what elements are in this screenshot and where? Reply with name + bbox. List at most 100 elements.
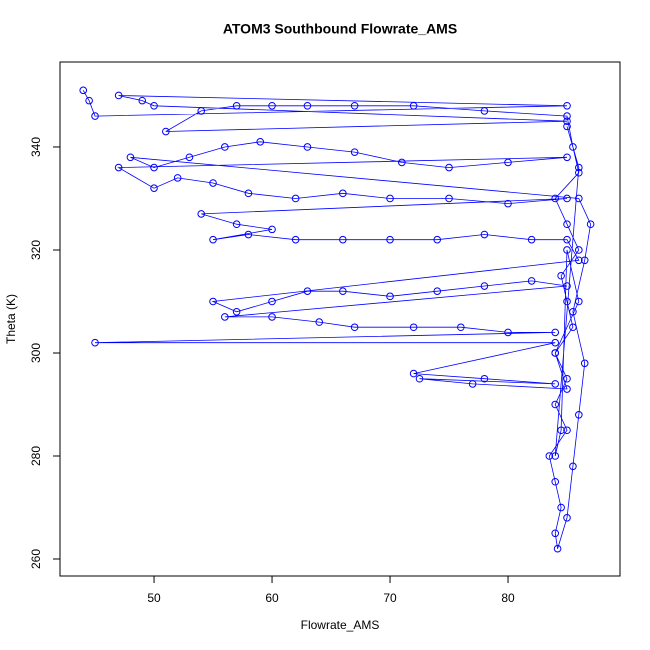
data-point (114, 91, 123, 100)
data-point (386, 194, 394, 203)
data-point (551, 338, 560, 347)
data-point (350, 101, 359, 110)
data-point (575, 297, 583, 306)
data-point (232, 101, 241, 110)
data-point (303, 101, 312, 110)
data-point (551, 349, 560, 357)
data-point (173, 174, 182, 182)
data-point (563, 374, 571, 383)
data-point (268, 101, 276, 110)
data-point (79, 86, 88, 95)
data-point (480, 230, 489, 239)
data-point (575, 410, 583, 419)
data-point (138, 96, 147, 105)
data-point (527, 235, 536, 244)
data-point (398, 158, 406, 167)
data-point (150, 101, 158, 110)
data-point (268, 313, 276, 321)
data-point (557, 426, 565, 435)
y-tick-label: 260 (29, 549, 43, 569)
data-point (445, 194, 453, 203)
data-point (91, 112, 99, 120)
data-point (209, 297, 217, 306)
data-point (339, 189, 347, 198)
data-point (268, 225, 276, 234)
data-point (209, 179, 217, 187)
data-point (445, 163, 453, 172)
data-point (185, 153, 194, 162)
data-point (433, 235, 442, 244)
data-point (575, 194, 583, 203)
data-point (563, 246, 571, 254)
data-point (551, 452, 560, 460)
chart-title: ATOM3 Southbound Flowrate_AMS (223, 21, 457, 37)
data-point (91, 338, 99, 347)
data-point (569, 143, 577, 151)
data-point (575, 246, 583, 254)
data-point (551, 380, 560, 388)
x-tick-label: 80 (501, 591, 515, 605)
data-point (468, 380, 477, 388)
data-point (221, 313, 229, 321)
data-point (303, 287, 312, 295)
data-point (244, 189, 253, 198)
data-point (551, 529, 560, 538)
data-point (409, 323, 418, 332)
data-point (563, 297, 571, 306)
data-point (457, 323, 465, 332)
data-point (551, 194, 560, 203)
data-point (563, 101, 571, 110)
data-point (114, 163, 123, 172)
y-tick-label: 280 (29, 446, 43, 466)
data-point (221, 143, 229, 151)
y-tick-label: 340 (29, 137, 43, 157)
data-point (580, 359, 589, 368)
data-point (126, 153, 135, 162)
data-point (557, 271, 565, 280)
data-point (480, 282, 489, 290)
data-point (563, 282, 571, 290)
x-axis-label: Flowrate_AMS (301, 618, 380, 632)
data-point (504, 199, 512, 208)
data-point (480, 107, 489, 115)
data-point (244, 230, 253, 239)
data-point (162, 127, 170, 136)
data-line (82, 90, 592, 549)
y-tick-label: 300 (29, 343, 43, 363)
data-point (256, 138, 265, 146)
data-point (545, 452, 554, 460)
data-point (504, 328, 512, 337)
data-point (569, 462, 577, 471)
data-point (85, 96, 93, 105)
data-point (268, 297, 276, 306)
data-point (569, 323, 577, 332)
data-point (563, 426, 571, 435)
data-point (580, 256, 589, 265)
data-point (563, 117, 571, 126)
data-point (575, 163, 583, 172)
data-point (150, 163, 158, 172)
data-point (551, 400, 560, 409)
data-point (480, 374, 489, 383)
data-point (232, 307, 241, 316)
data-point (197, 210, 206, 218)
data-point (386, 292, 394, 301)
data-point (557, 503, 565, 512)
x-tick-label: 50 (147, 591, 161, 605)
data-point (563, 514, 571, 522)
data-point (553, 544, 562, 553)
data-point (291, 235, 300, 244)
x-tick-label: 70 (383, 591, 397, 605)
data-point (409, 101, 418, 110)
data-point (586, 220, 595, 229)
data-point (303, 143, 312, 151)
data-point (350, 323, 359, 332)
y-tick-label: 320 (29, 240, 43, 260)
data-point (551, 477, 560, 486)
data-point (339, 235, 347, 244)
data-point (563, 153, 571, 162)
data-point (527, 277, 536, 285)
data-point (433, 287, 442, 295)
data-point (350, 148, 359, 156)
